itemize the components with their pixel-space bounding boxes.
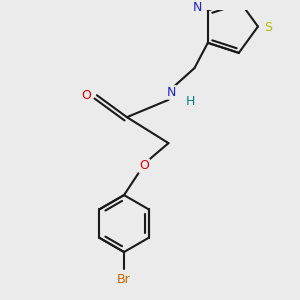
Text: O: O — [82, 89, 92, 102]
Text: H: H — [186, 94, 195, 107]
Text: N: N — [167, 86, 176, 99]
Text: Br: Br — [117, 273, 131, 286]
Text: S: S — [264, 21, 272, 34]
Text: O: O — [139, 159, 149, 172]
Text: N: N — [193, 1, 202, 14]
